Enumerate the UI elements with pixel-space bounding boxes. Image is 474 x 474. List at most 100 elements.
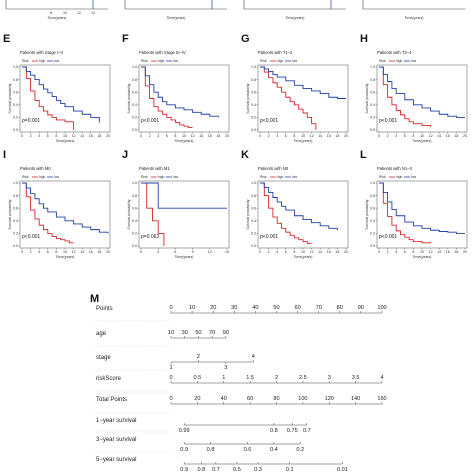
x-tick-label: 2 bbox=[30, 134, 32, 138]
km-panel-l: L Patients with N1–3 Risk high low 0 2 4 6 8 10 12 1… bbox=[360, 149, 468, 259]
y-tick-label: 0.0 bbox=[370, 244, 375, 248]
x-axis-label: Time(years) bbox=[412, 139, 431, 143]
x-axis-label: Time(years) bbox=[55, 139, 74, 143]
x-axis-label: Time(years) bbox=[55, 255, 74, 259]
x-tick-label: 10 bbox=[301, 250, 305, 254]
legend-label-high: high bbox=[277, 59, 284, 63]
x-tick-label: 20 bbox=[344, 134, 348, 138]
y-tick-label: 0.2 bbox=[13, 116, 18, 120]
x-tick-label: 20 bbox=[106, 250, 110, 254]
nomogram-tick-label: 70 bbox=[316, 305, 322, 311]
x-tick-label: 20 bbox=[225, 134, 229, 138]
x-tick-label: 16 bbox=[446, 250, 450, 254]
nomogram-tick-label: 80 bbox=[337, 305, 343, 311]
x-tick-label: 14 bbox=[437, 134, 441, 138]
nomogram-tick-label: 1 bbox=[169, 365, 172, 371]
y-tick-label: 1.0 bbox=[13, 65, 18, 69]
y-tick-label: 1.0 bbox=[132, 181, 137, 185]
x-tick-label: 14 bbox=[437, 250, 441, 254]
x-tick-label: 2 bbox=[268, 250, 270, 254]
x-tick-label: 8 bbox=[412, 134, 414, 138]
nomogram-tick-label: 3.5 bbox=[352, 375, 360, 381]
km-panel-h: H Patients with T3–4 Risk high low 0 2 4 6 8 10 12 1… bbox=[360, 33, 468, 143]
x-tick-label: 8 bbox=[174, 134, 176, 138]
y-tick-label: 0.4 bbox=[132, 103, 137, 107]
y-tick-label: 0.4 bbox=[13, 103, 18, 107]
p-value-label: p<0.001 bbox=[260, 234, 278, 240]
y-tick-label: 0.8 bbox=[370, 194, 375, 198]
y-tick-label: 0.6 bbox=[251, 90, 256, 94]
x-tick-label: 18 bbox=[97, 250, 101, 254]
panel-letter: L bbox=[360, 149, 367, 161]
y-tick-label: 0.0 bbox=[132, 128, 137, 132]
nomogram-row-label: riskScore bbox=[96, 376, 122, 382]
y-tick-label: 0.2 bbox=[251, 232, 256, 236]
x-tick-label: 16 bbox=[208, 134, 212, 138]
p-value-label: p=0.001 bbox=[22, 118, 40, 124]
km-curve-low bbox=[379, 182, 465, 234]
y-tick-label: 0.6 bbox=[370, 206, 375, 210]
x-tick-label: 8 bbox=[412, 250, 414, 254]
nomogram-tick-label: 1.5 bbox=[246, 375, 254, 381]
legend-title: Risk bbox=[141, 175, 148, 179]
x-tick-label: 14 bbox=[318, 250, 322, 254]
nomogram-tick-label: 0 bbox=[169, 305, 172, 311]
top-partial-tick-label: 14 bbox=[91, 11, 95, 15]
legend-label-low: low bbox=[292, 59, 298, 63]
x-tick-label: 4 bbox=[38, 134, 40, 138]
x-tick-label: 8 bbox=[293, 250, 295, 254]
x-tick-label: 9 bbox=[192, 250, 194, 254]
y-tick-label: 0.6 bbox=[13, 206, 18, 210]
x-tick-label: 20 bbox=[106, 134, 110, 138]
panel-title: Patients with N0 bbox=[258, 166, 289, 171]
nomogram-tick-label: 0.2 bbox=[296, 447, 304, 453]
panel-title: Patients with M1 bbox=[139, 166, 170, 171]
x-tick-label: 6 bbox=[285, 134, 287, 138]
nomogram-tick-label: 160 bbox=[377, 396, 386, 402]
nomogram-row: 1−year survival 0.99 0.8 0.75 0.7 bbox=[96, 418, 311, 434]
nomogram-row: Points 0 10 20 30 40 50 60 70 80 90 100 bbox=[96, 305, 387, 314]
plot-frame bbox=[138, 180, 230, 249]
y-tick-label: 0.2 bbox=[251, 116, 256, 120]
y-tick-label: 0.4 bbox=[251, 219, 256, 223]
x-tick-label: 12 bbox=[72, 134, 76, 138]
y-tick-label: 0.8 bbox=[251, 78, 256, 82]
panel-title: Patients with Stage I–II bbox=[20, 50, 63, 55]
nomogram-row-label: Points bbox=[96, 306, 113, 312]
top-partial-xlabel: Time(years) bbox=[285, 16, 304, 20]
top-partial-panel-3: Time(years) bbox=[243, 0, 346, 20]
legend-label-high: high bbox=[396, 59, 403, 63]
x-tick-label: 16 bbox=[327, 250, 331, 254]
legend-title: Risk bbox=[379, 175, 386, 179]
y-axis-label: Survival probability bbox=[246, 199, 250, 229]
x-tick-label: 18 bbox=[454, 250, 458, 254]
x-tick-label: 14 bbox=[80, 250, 84, 254]
y-tick-label: 0.4 bbox=[370, 103, 375, 107]
nomogram-tick-label: 0.5 bbox=[233, 467, 241, 473]
x-tick-label: 16 bbox=[327, 134, 331, 138]
y-tick-label: 0.0 bbox=[370, 128, 375, 132]
x-tick-label: 6 bbox=[47, 134, 49, 138]
legend-title: Risk bbox=[260, 175, 267, 179]
legend-title: Risk bbox=[379, 59, 386, 63]
x-tick-label: 6 bbox=[47, 250, 49, 254]
panel-letter: I bbox=[3, 149, 6, 161]
legend-label-high: high bbox=[277, 175, 284, 179]
km-panel-f: F Patients with Stage III–IV Risk high low 0 2… bbox=[122, 33, 230, 143]
km-curve-high bbox=[379, 66, 432, 127]
nomogram-tick-label: 0.75 bbox=[287, 428, 298, 434]
x-axis-label: Time(years) bbox=[293, 139, 312, 143]
top-partial-tick-label: 10 bbox=[63, 11, 67, 15]
legend-label-high: high bbox=[39, 59, 46, 63]
nomogram-row-label: Total Points bbox=[96, 397, 127, 403]
nomogram-tick-label: 0.8 bbox=[270, 428, 278, 434]
nomogram-tick-label: 4 bbox=[252, 354, 255, 360]
nomogram-tick-label: 0.5 bbox=[193, 375, 201, 381]
x-tick-label: 2 bbox=[387, 134, 389, 138]
x-tick-label: 0 bbox=[21, 134, 23, 138]
x-tick-label: 6 bbox=[174, 250, 176, 254]
nomogram-row-label: age bbox=[96, 331, 107, 337]
nomogram-row: 3−year survival 0.9 0.8 0.6 0.4 0.2 bbox=[96, 437, 304, 453]
legend-title: Risk bbox=[260, 59, 267, 63]
